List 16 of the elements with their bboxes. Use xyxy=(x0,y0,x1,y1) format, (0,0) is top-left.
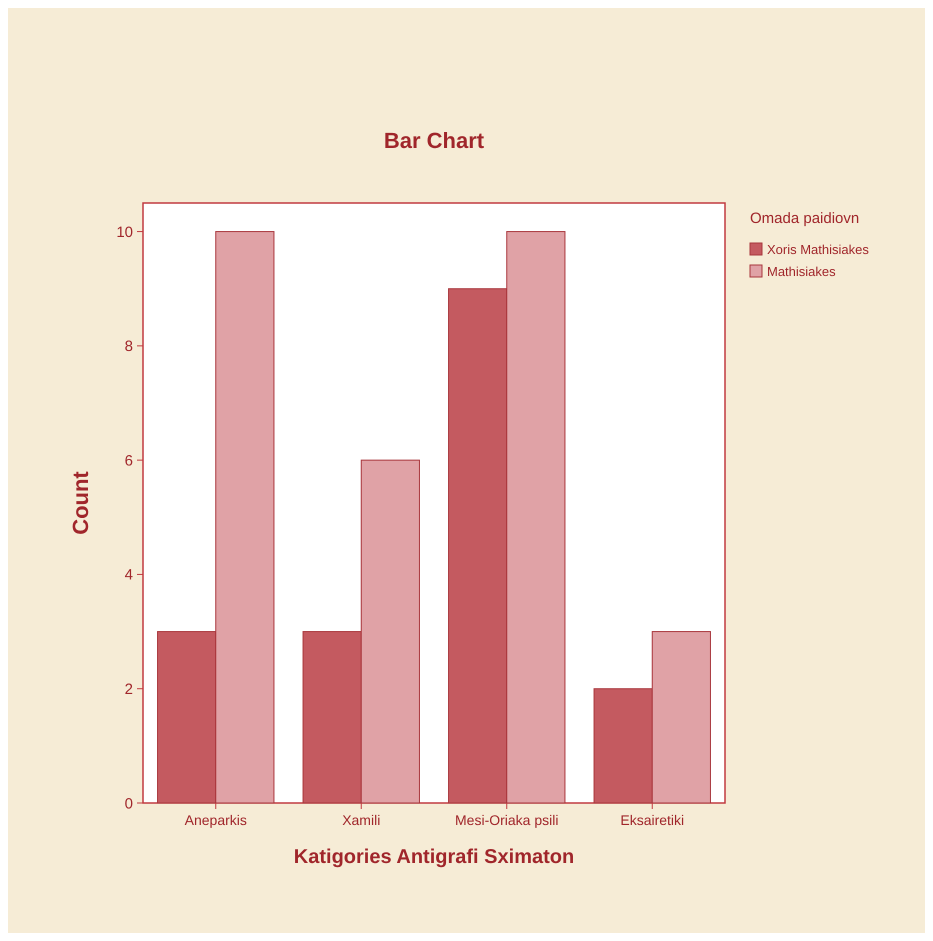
y-tick-label: 2 xyxy=(124,680,133,698)
legend-label: Xoris Mathisiakes xyxy=(767,242,870,257)
y-tick-label: 4 xyxy=(124,566,133,584)
x-tick-label: Eksairetiki xyxy=(620,812,684,828)
y-axis-title: Count xyxy=(68,470,93,535)
y-tick-label: 8 xyxy=(124,338,133,356)
y-tick-label: 0 xyxy=(124,795,133,812)
chart-title: Bar Chart xyxy=(384,128,485,153)
x-axis-title: Katigories Antigrafi Sximaton xyxy=(294,846,574,868)
x-tick-label: Aneparkis xyxy=(184,812,247,828)
x-tick-label: Xamili xyxy=(342,812,380,828)
x-tick-label: Mesi-Oriaka psili xyxy=(455,812,558,828)
legend-label: Mathisiakes xyxy=(767,264,836,279)
y-tick-label: 10 xyxy=(116,224,133,241)
legend-title: Omada paidiovn xyxy=(750,210,860,227)
y-tick-label: 6 xyxy=(124,452,133,470)
